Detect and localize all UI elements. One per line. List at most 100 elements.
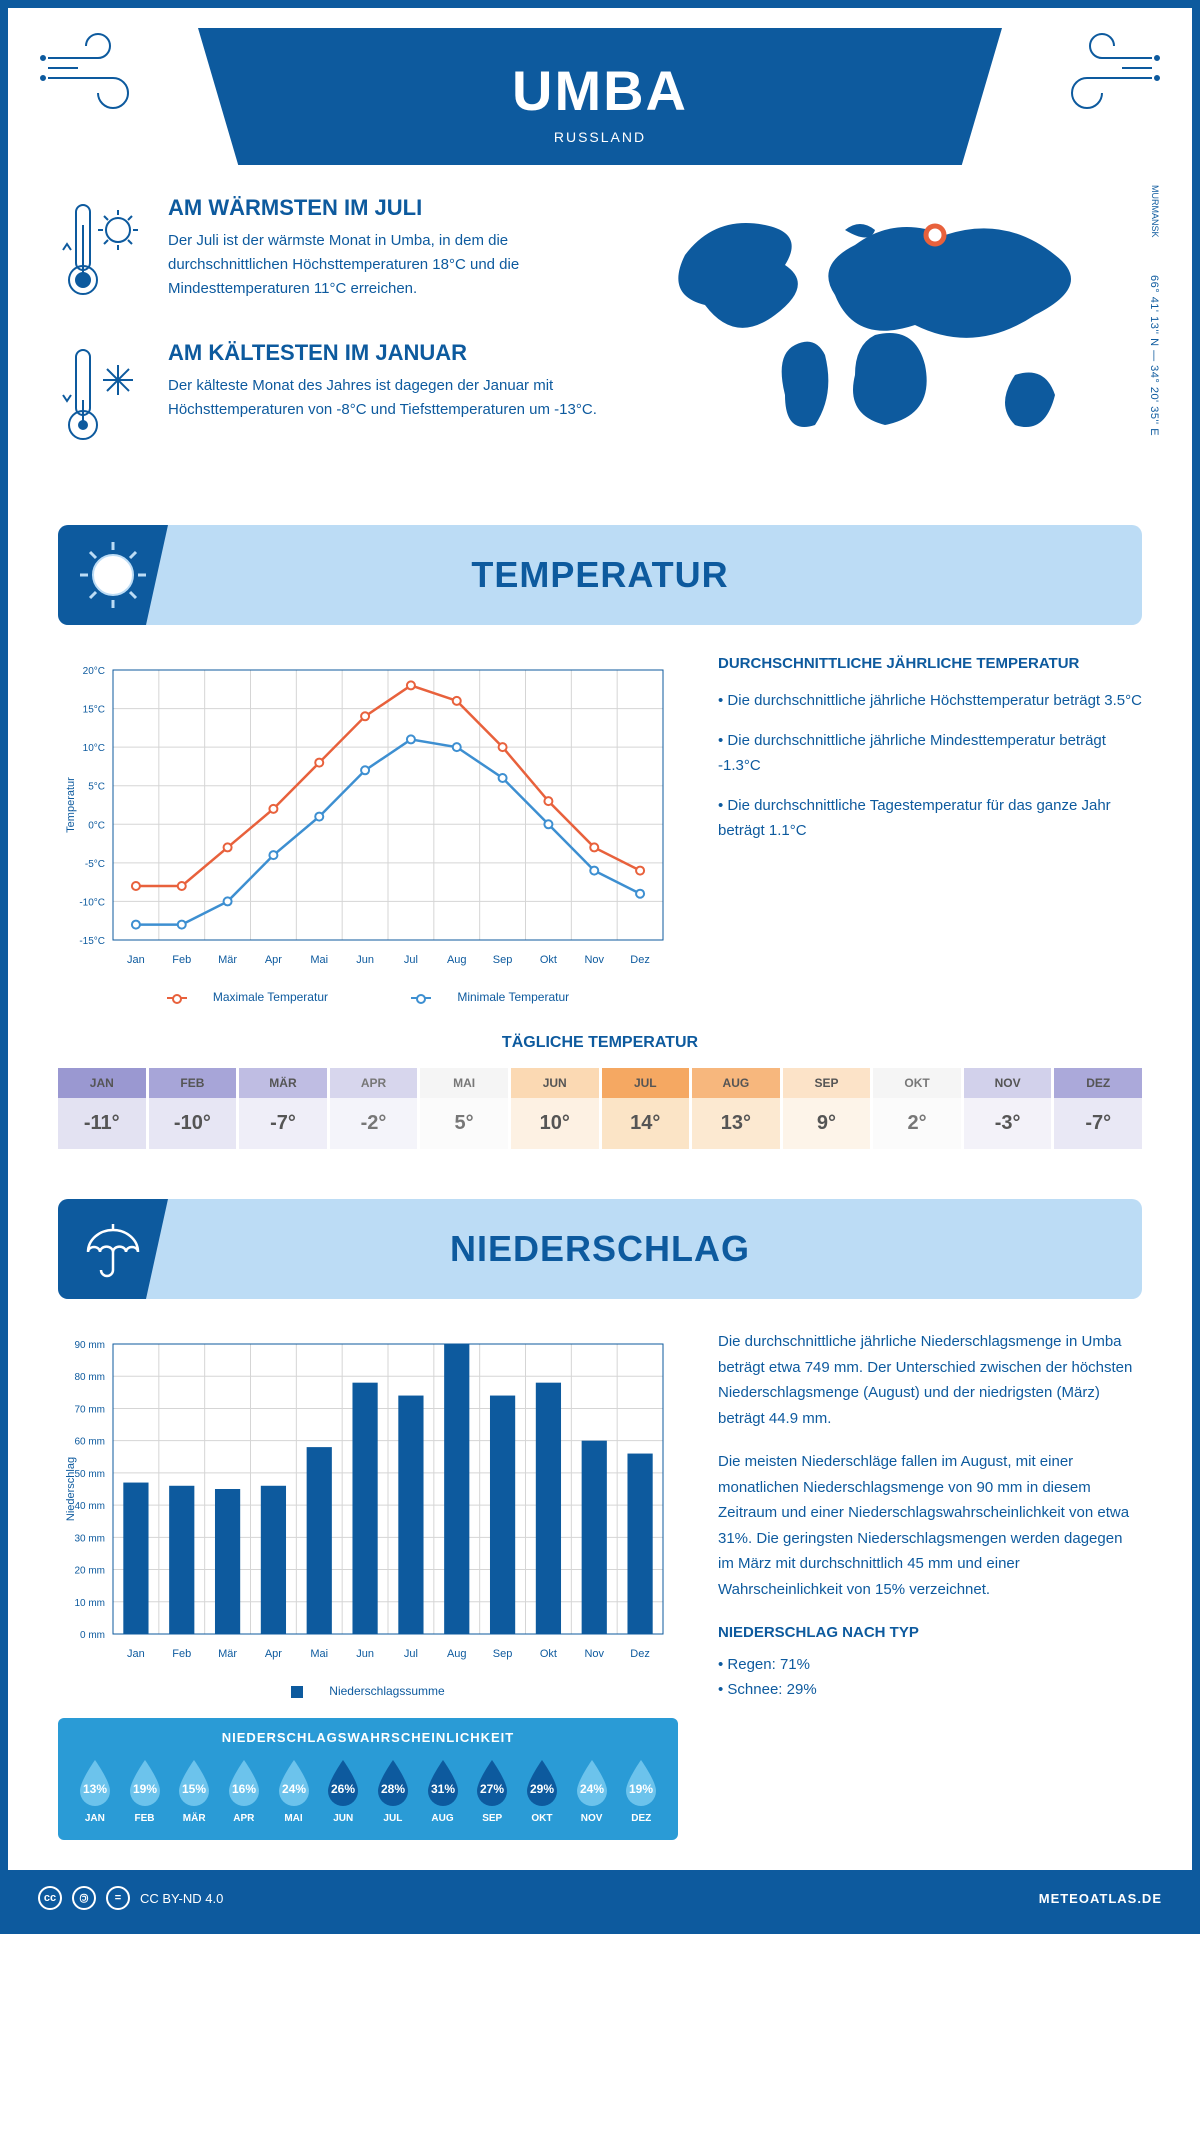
daily-month-cell: MAI [420, 1068, 508, 1098]
precip-prob-drop: 24%MAI [271, 1757, 317, 1824]
precip-prob-drop: 24%NOV [569, 1757, 615, 1824]
precip-prob-drop: 16%APR [221, 1757, 267, 1824]
svg-text:Okt: Okt [540, 1648, 557, 1660]
daily-month-cell: DEZ [1054, 1068, 1142, 1098]
svg-text:Jul: Jul [404, 1648, 418, 1660]
svg-text:24%: 24% [282, 1782, 306, 1796]
precip-prob-drop: 19%FEB [122, 1757, 168, 1824]
daily-month-cell: JUL [602, 1068, 690, 1098]
precip-prob-drop: 29%OKT [519, 1757, 565, 1824]
fact-coldest-text: Der kälteste Monat des Jahres ist dagege… [168, 374, 605, 422]
precip-prob-title: NIEDERSCHLAGSWAHRSCHEINLICHKEIT [72, 1730, 664, 1745]
daily-temp-values-row: -11°-10°-7°-2°5°10°14°13°9°2°-3°-7° [58, 1098, 1142, 1149]
precipitation-bar-chart: 0 mm10 mm20 mm30 mm40 mm50 mm60 mm70 mm8… [58, 1329, 678, 1669]
svg-text:Mai: Mai [310, 1648, 328, 1660]
page-title: UMBA [218, 58, 982, 123]
precip-legend: Niederschlagssumme [58, 1684, 678, 1698]
svg-text:Niederschlag: Niederschlag [65, 1457, 77, 1521]
svg-text:10 mm: 10 mm [74, 1598, 105, 1609]
fact-warmest-text: Der Juli ist der wärmste Monat in Umba, … [168, 229, 605, 301]
legend-min-label: Minimale Temperatur [457, 990, 569, 1004]
daily-month-cell: SEP [783, 1068, 871, 1098]
precipitation-title: NIEDERSCHLAG [168, 1228, 1142, 1270]
daily-value-cell: -3° [964, 1098, 1052, 1149]
precip-type-snow: • Schnee: 29% [718, 1677, 1142, 1703]
svg-text:Jun: Jun [356, 1648, 374, 1660]
svg-text:19%: 19% [629, 1782, 653, 1796]
precip-prob-drop: 28%JUL [370, 1757, 416, 1824]
daily-temp-months-row: JANFEBMÄRAPRMAIJUNJULAUGSEPOKTNOVDEZ [58, 1068, 1142, 1098]
svg-text:20°C: 20°C [83, 666, 105, 677]
precip-text-2: Die meisten Niederschläge fallen im Augu… [718, 1449, 1142, 1602]
svg-text:31%: 31% [431, 1782, 455, 1796]
svg-text:Feb: Feb [172, 1648, 191, 1660]
daily-month-cell: APR [330, 1068, 418, 1098]
svg-text:Jan: Jan [127, 954, 145, 966]
svg-text:Mär: Mär [218, 1648, 237, 1660]
svg-text:Mär: Mär [218, 954, 237, 966]
precipitation-banner: NIEDERSCHLAG [58, 1199, 1142, 1299]
temp-bullet-0: • Die durchschnittliche jährliche Höchst… [718, 688, 1142, 714]
svg-text:28%: 28% [381, 1782, 405, 1796]
site-label: METEOATLAS.DE [1039, 1891, 1162, 1906]
thermometer-sun-icon [58, 195, 148, 310]
thermometer-snow-icon [58, 340, 148, 455]
world-map [645, 195, 1105, 455]
by-icon: 🄯 [72, 1886, 96, 1910]
daily-month-cell: FEB [149, 1068, 237, 1098]
daily-value-cell: 10° [511, 1098, 599, 1149]
svg-text:27%: 27% [480, 1782, 504, 1796]
sun-icon [58, 525, 168, 625]
svg-text:Jul: Jul [404, 954, 418, 966]
svg-text:-10°C: -10°C [79, 897, 105, 908]
precip-prob-drop: 15%MÄR [171, 1757, 217, 1824]
svg-text:-15°C: -15°C [79, 936, 105, 947]
daily-month-cell: OKT [873, 1068, 961, 1098]
svg-text:24%: 24% [580, 1782, 604, 1796]
svg-text:Nov: Nov [584, 954, 604, 966]
daily-value-cell: 13° [692, 1098, 780, 1149]
umbrella-icon [58, 1199, 168, 1299]
svg-text:0 mm: 0 mm [80, 1630, 105, 1641]
temp-info-title: DURCHSCHNITTLICHE JÄHRLICHE TEMPERATUR [718, 655, 1142, 672]
temp-bullet-2: • Die durchschnittliche Tagestemperatur … [718, 793, 1142, 844]
daily-value-cell: 14° [602, 1098, 690, 1149]
svg-text:Aug: Aug [447, 954, 467, 966]
precip-probability-box: NIEDERSCHLAGSWAHRSCHEINLICHKEIT 13%JAN19… [58, 1718, 678, 1840]
svg-text:Sep: Sep [493, 954, 513, 966]
svg-text:Temperatur: Temperatur [65, 777, 77, 833]
fact-coldest: AM KÄLTESTEN IM JANUAR Der kälteste Mona… [58, 340, 605, 455]
svg-text:Apr: Apr [265, 1648, 282, 1660]
svg-text:5°C: 5°C [88, 782, 105, 793]
svg-text:19%: 19% [132, 1782, 156, 1796]
page-subtitle: RUSSLAND [218, 129, 982, 145]
svg-text:-5°C: -5°C [85, 859, 105, 870]
temperature-title: TEMPERATUR [168, 554, 1142, 596]
cc-icon: cc [38, 1886, 62, 1910]
svg-text:Nov: Nov [584, 1648, 604, 1660]
svg-text:Dez: Dez [630, 954, 650, 966]
svg-text:60 mm: 60 mm [74, 1437, 105, 1448]
precip-type-rain: • Regen: 71% [718, 1652, 1142, 1678]
svg-text:80 mm: 80 mm [74, 1372, 105, 1383]
svg-text:Apr: Apr [265, 954, 282, 966]
daily-value-cell: -10° [149, 1098, 237, 1149]
region-label: MURMANSK [1150, 185, 1160, 238]
precip-prob-drop: 26%JUN [320, 1757, 366, 1824]
nd-icon: = [106, 1886, 130, 1910]
svg-text:Feb: Feb [172, 954, 191, 966]
precip-prob-drop: 13%JAN [72, 1757, 118, 1824]
fact-warmest: AM WÄRMSTEN IM JULI Der Juli ist der wär… [58, 195, 605, 310]
temp-legend: Maximale Temperatur Minimale Temperatur [58, 990, 678, 1004]
license-label: CC BY-ND 4.0 [140, 1891, 223, 1906]
svg-text:30 mm: 30 mm [74, 1533, 105, 1544]
svg-text:0°C: 0°C [88, 820, 105, 831]
fact-coldest-title: AM KÄLTESTEN IM JANUAR [168, 340, 605, 366]
temperature-banner: TEMPERATUR [58, 525, 1142, 625]
svg-text:29%: 29% [530, 1782, 554, 1796]
precip-type-title: NIEDERSCHLAG NACH TYP [718, 1620, 1142, 1646]
svg-text:16%: 16% [232, 1782, 256, 1796]
temperature-line-chart: -15°C-10°C-5°C0°C5°C10°C15°C20°CJanFebMä… [58, 655, 678, 975]
svg-text:10°C: 10°C [83, 743, 105, 754]
precip-legend-label: Niederschlagssumme [329, 1684, 444, 1698]
